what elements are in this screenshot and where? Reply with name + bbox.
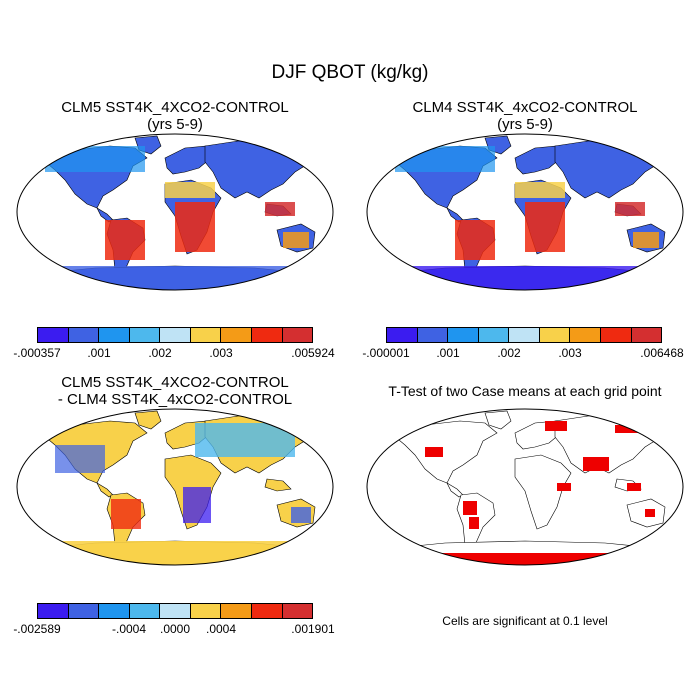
panel-3-swatch-6 (190, 604, 222, 618)
panel-4-note: Cells are significant at 0.1 level (442, 614, 608, 628)
panel-3-swatch-7 (221, 604, 252, 618)
panel-1-sahara-field (165, 182, 215, 198)
panel-1-swatch-3 (99, 328, 130, 342)
panel-2-tick-5: .006468 (640, 346, 684, 360)
panel-1-tick-2: .001 (87, 346, 111, 360)
panel-2-tick-2: .001 (436, 346, 460, 360)
panel-3-tick-4: .0004 (205, 622, 237, 636)
panel-4-title: T-Test of two Case means at each grid po… (388, 383, 662, 399)
panel-3-south-america-field (111, 499, 141, 529)
panel-4-globe-border (366, 408, 684, 566)
panel-2-title: CLM4 SST4K_4xCO2-CONTROL (yrs 5-9) (365, 99, 685, 133)
panel-1-swatch-9 (282, 328, 313, 342)
panel-2-swatch-4 (478, 328, 510, 342)
panel-2-swatch-9 (631, 328, 662, 342)
panel-1-title-line2: (yrs 5-9) (147, 116, 203, 133)
panel-2-tick-4: .003 (558, 346, 582, 360)
panel-1-swatch-7 (221, 328, 252, 342)
panel-2-asia-field (615, 202, 645, 216)
panel-2-title-line2: (yrs 5-9) (497, 116, 553, 133)
panel-1-swatch-1 (38, 328, 69, 342)
panel-2-australia-field (633, 232, 659, 248)
panel-4-map (366, 408, 684, 566)
panel-1-swatch-4 (129, 328, 161, 342)
panel-3-north-america-field (55, 445, 105, 473)
panel-2-globe-border (366, 133, 684, 291)
panel-3-swatch-1 (38, 604, 69, 618)
panel-3-title-line2: - CLM4 SST4K_4xCO2-CONTROL (57, 391, 293, 408)
panel-2-tick-3: .002 (497, 346, 521, 360)
panel-1-globe-border (16, 133, 334, 291)
panel-1-tick-1: -.000357 (13, 346, 61, 360)
panel-3-swatch-3 (99, 604, 130, 618)
panel-3-swatch-9 (282, 604, 313, 618)
panel-2-swatch-6 (539, 328, 571, 342)
panel-2-swatch-8 (600, 328, 632, 342)
panel-2-swatch-7 (570, 328, 601, 342)
panel-2-swatch-2 (417, 328, 449, 342)
panel-2-africa-field (525, 202, 565, 252)
panel-1-swatch-8 (251, 328, 283, 342)
panel-3-colorbar (37, 603, 313, 619)
panel-2-south-america-field (455, 220, 495, 260)
panel-3-tick-3: .0000 (159, 622, 191, 636)
panel-3-swatch-2 (68, 604, 100, 618)
panel-1-tick-4: .003 (209, 346, 233, 360)
panel-3-antarctica-field (17, 541, 333, 565)
panel-3-title: CLM5 SST4K_4XCO2-CONTROL - CLM4 SST4K_4x… (15, 374, 335, 408)
panel-3-tick-2: -.0004 (111, 622, 147, 636)
panel-3-globe-border (16, 408, 334, 566)
panel-3-tick-5: .001901 (291, 622, 335, 636)
figure-title: DJF QBOT (kg/kg) (271, 62, 429, 83)
panel-2-antarctica-field (367, 266, 683, 290)
panel-2-swatch-3 (448, 328, 479, 342)
panel-3-tick-1: -.002589 (13, 622, 61, 636)
panel-3-map (16, 408, 334, 566)
panel-2-sahara-field (515, 182, 565, 198)
panel-1-swatch-2 (68, 328, 100, 342)
panel-1-title-line1: CLM5 SST4K_4XCO2-CONTROL (61, 99, 289, 116)
panel-3-asia-field (195, 423, 295, 457)
panel-1-swatch-6 (190, 328, 222, 342)
panel-2-title-line1: CLM4 SST4K_4xCO2-CONTROL (412, 99, 638, 116)
panel-2-swatch-5 (509, 328, 540, 342)
panel-3-swatch-4 (129, 604, 161, 618)
panel-2-map (366, 133, 684, 291)
panel-3-australia-field (291, 507, 311, 523)
panel-1-asia-field (265, 202, 295, 216)
panel-3-swatch-5 (160, 604, 191, 618)
panel-1-south-america-field (105, 220, 145, 260)
panel-2-colorbar (386, 327, 662, 343)
panel-3-title-line1: CLM5 SST4K_4XCO2-CONTROL (61, 374, 289, 391)
panel-1-antarctica-field (17, 266, 333, 290)
panel-1-australia-field (283, 232, 309, 248)
panel-3-swatch-8 (251, 604, 283, 618)
panel-3-africa-field (183, 487, 211, 523)
panel-2-tick-1: -.000001 (362, 346, 410, 360)
panel-1-africa-field (175, 202, 215, 252)
panel-1-title: CLM5 SST4K_4XCO2-CONTROL (yrs 5-9) (15, 99, 335, 133)
panel-1-swatch-5 (160, 328, 191, 342)
panel-1-colorbar (37, 327, 313, 343)
panel-1-tick-3: .002 (148, 346, 172, 360)
panel-1-map (16, 133, 334, 291)
panel-1-tick-5: .005924 (291, 346, 335, 360)
panel-2-swatch-1 (387, 328, 418, 342)
